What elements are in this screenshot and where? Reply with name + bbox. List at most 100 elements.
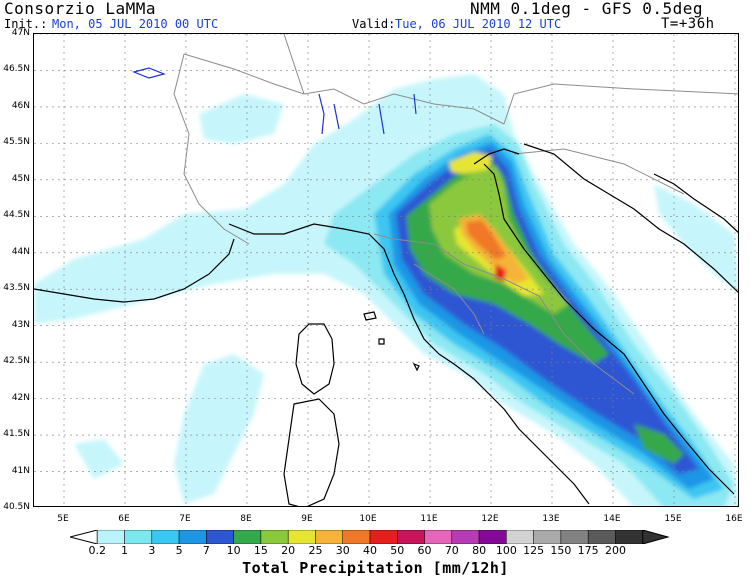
colorbar [70, 530, 670, 544]
colorbar-tick-label: 1 [121, 544, 129, 557]
regional-borders [373, 233, 635, 395]
org-title: Consorzio LaMMa [4, 0, 156, 18]
colorbar-cell [560, 530, 589, 544]
lat-tick-label: 41N [11, 465, 30, 476]
lat-tick-label: 45.5N [3, 137, 30, 148]
swiss-border [283, 34, 305, 95]
slovenia-croatia-border [513, 148, 685, 195]
colorbar-cell [342, 530, 371, 544]
lat-tick-label: 45N [11, 173, 30, 184]
colorbar-tick-label: 3 [148, 544, 156, 557]
precip-40-50 [494, 264, 506, 282]
colorbar-cell [97, 530, 125, 544]
colorbar-cell [233, 530, 262, 544]
colorbar-tick-label: 30 [335, 544, 350, 557]
colorbar-tick-label: 70 [444, 544, 459, 557]
colorbar-cell [451, 530, 480, 544]
adriatic-coast [483, 163, 735, 495]
colorbar-tick-label: 20 [281, 544, 296, 557]
colorbar-cell [397, 530, 425, 544]
french-coast [34, 238, 235, 303]
venice-coast [473, 148, 520, 165]
colorbar-tick-label: 80 [472, 544, 487, 557]
lat-lon-grid [34, 34, 738, 506]
precip-croatia [654, 184, 738, 293]
colorbar-tick-label: 100 [495, 544, 517, 557]
french-border [173, 53, 250, 245]
colorbar-tick-label: 175 [577, 544, 599, 557]
coastlines [34, 143, 738, 506]
lon-tick-label: 14E [603, 514, 621, 524]
precip-30-40 [466, 220, 506, 260]
lake-geneva [132, 67, 166, 79]
precip-west-patch [74, 439, 124, 479]
lon-tick-label: 5E [57, 514, 69, 524]
init-value: Mon, 05 JUL 2010 00 UTC [52, 17, 219, 31]
lon-tick-label: 7E [179, 514, 191, 524]
austria-slovenia-border [503, 83, 738, 125]
tyrrhenian-coast [228, 223, 590, 505]
precipitation-map [33, 33, 739, 507]
lat-tick-label: 42.5N [3, 356, 30, 367]
valid-value: Tue, 06 JUL 2010 12 UTC [395, 17, 562, 31]
lat-tick-label: 44N [11, 246, 30, 257]
colorbar-cell [315, 530, 343, 544]
sardinia [283, 398, 340, 506]
lat-tick-label: 43.5N [3, 283, 30, 294]
colorbar-cell [287, 530, 316, 544]
colorbar-cell [369, 530, 398, 544]
lon-tick-label: 12E [481, 514, 499, 524]
croatian-inner-coast [653, 173, 738, 233]
lake-maggiore [318, 93, 325, 135]
precip-alps-patch [199, 94, 284, 144]
lake-garda [378, 103, 385, 135]
colorbar-tick-label: 200 [604, 544, 626, 557]
colorbar-tick-label: 60 [417, 544, 432, 557]
lon-tick-label: 11E [420, 514, 438, 524]
colorbar-cell [424, 530, 453, 544]
colorbar-cell [587, 530, 616, 544]
lon-tick-label: 15E [664, 514, 682, 524]
lat-tick-label: 42N [11, 392, 30, 403]
lon-tick-label: 9E [301, 514, 313, 524]
colorbar-tick-label: 15 [253, 544, 268, 557]
colorbar-tick-label: 125 [523, 544, 545, 557]
colorbar-title: Total Precipitation [mm/12h] [242, 559, 509, 577]
elba [363, 311, 377, 321]
colorbar-cell [615, 530, 643, 544]
lake-iseo [413, 93, 417, 115]
lon-tick-label: 10E [359, 514, 377, 524]
country-borders [173, 34, 738, 395]
valid-label: Valid: [352, 17, 396, 31]
lon-tick-label: 6E [118, 514, 130, 524]
lake-como [333, 103, 340, 130]
island-small-2 [412, 362, 420, 372]
lat-tick-label: 47N [11, 28, 30, 38]
lon-tick-label: 8E [240, 514, 252, 524]
precip-20-25-north [449, 152, 492, 174]
lat-tick-label: 44.5N [3, 210, 30, 221]
model-title: NMM 0.1deg - GFS 0.5deg [470, 0, 704, 18]
lat-tick-label: 41.5N [3, 429, 30, 440]
corsica [295, 323, 335, 395]
map-canvas [34, 34, 738, 506]
colorbar-cell [124, 530, 153, 544]
lat-tick-label: 46.5N [3, 64, 30, 75]
lon-tick-label: 13E [542, 514, 560, 524]
alpine-border [183, 53, 505, 125]
colorbar-cell [206, 530, 234, 544]
colorbar-cell [478, 530, 507, 544]
init-label: Init.: [4, 17, 48, 31]
croatian-coast [523, 143, 738, 293]
precip-10-15-south [634, 424, 684, 464]
colorbar-cell [178, 530, 207, 544]
colorbar-arrow-right [642, 530, 670, 544]
colorbar-tick-label: 40 [363, 544, 377, 557]
colorbar-cell [260, 530, 289, 544]
island-small-1 [378, 338, 385, 345]
lat-tick-label: 46N [11, 100, 30, 111]
regional-border-2 [413, 263, 485, 335]
colorbar-tick-label: 25 [308, 544, 323, 557]
lakes [132, 67, 417, 135]
colorbar-cell [151, 530, 180, 544]
